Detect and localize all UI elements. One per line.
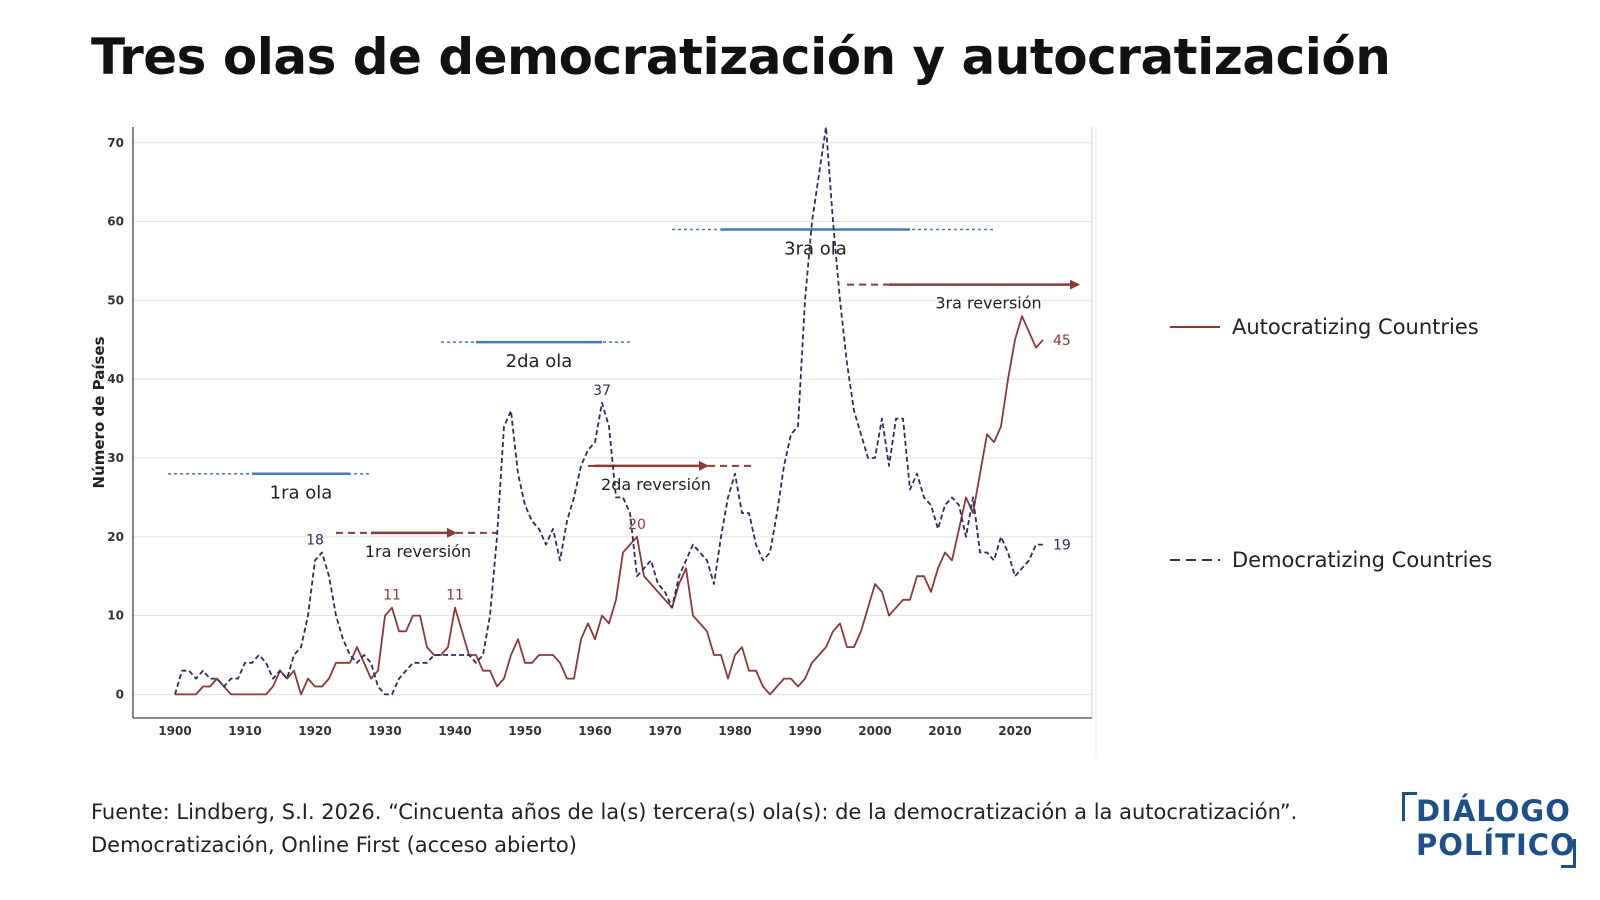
logo-line-2: POLÍTICO [1416, 828, 1576, 862]
y-tick-label: 50 [107, 293, 124, 307]
y-axis-label: Número de Países [90, 336, 108, 488]
x-tick-label: 1970 [648, 724, 681, 738]
x-tick-label: 2010 [928, 724, 961, 738]
data-label: 11 [383, 588, 401, 604]
y-tick-label: 70 [107, 136, 124, 150]
source-line-1: Fuente: Lindberg, S.I. 2026. “Cincuenta … [91, 800, 1298, 824]
data-label: 18 [306, 533, 324, 549]
democratizing-series-line [174, 126, 1043, 696]
logo-line-1: DIÁLOGO [1416, 794, 1571, 828]
x-tick-label: 1980 [718, 724, 751, 738]
x-tick-label: 1920 [298, 724, 331, 738]
data-label: 45 [1053, 333, 1071, 349]
logo-corner-top-left [1402, 792, 1417, 821]
y-tick-label: 30 [107, 451, 124, 465]
y-tick-label: 60 [107, 215, 124, 229]
x-tick-label: 1930 [368, 724, 401, 738]
legend-label: Democratizing Countries [1232, 548, 1492, 572]
page-title: Tres olas de democratización y autocrati… [91, 28, 1391, 86]
reversal-label-1: 1ra reversión [365, 542, 471, 561]
source-line-2: Democratización, Online First (acceso ab… [91, 833, 577, 857]
reversal-label-3: 3ra reversión [935, 294, 1041, 313]
data-label: 37 [593, 383, 611, 399]
data-label: 19 [1053, 538, 1071, 554]
wave-label-1: 1ra ola [270, 483, 333, 504]
x-tick-label: 1950 [508, 724, 541, 738]
y-tick-label: 0 [116, 687, 124, 701]
reversal-label-2: 2da reversión [601, 475, 711, 494]
data-label: 11 [446, 588, 464, 604]
y-tick-label: 20 [107, 530, 124, 544]
x-tick-label: 1990 [788, 724, 821, 738]
y-tick-label: 10 [107, 609, 124, 623]
x-tick-label: 1940 [438, 724, 471, 738]
x-tick-label: 1910 [228, 724, 261, 738]
wave-label-3: 3ra ola [784, 238, 847, 259]
logo-corner-bottom-right [1561, 839, 1576, 868]
data-label: 20 [628, 517, 646, 533]
legend-label: Autocratizing Countries [1232, 315, 1479, 339]
wave-label-2: 2da ola [506, 351, 573, 372]
autocratizing-series-line [175, 315, 1044, 696]
source-citation: Fuente: Lindberg, S.I. 2026. “Cincuenta … [91, 796, 1297, 862]
x-tick-label: 2000 [858, 724, 891, 738]
y-tick-label: 40 [107, 372, 124, 386]
x-tick-label: 1960 [578, 724, 611, 738]
dialogo-politico-logo: DIÁLOGO POLÍTICO [1402, 792, 1576, 868]
x-tick-label: 2020 [998, 724, 1031, 738]
x-tick-label: 1900 [158, 724, 191, 738]
